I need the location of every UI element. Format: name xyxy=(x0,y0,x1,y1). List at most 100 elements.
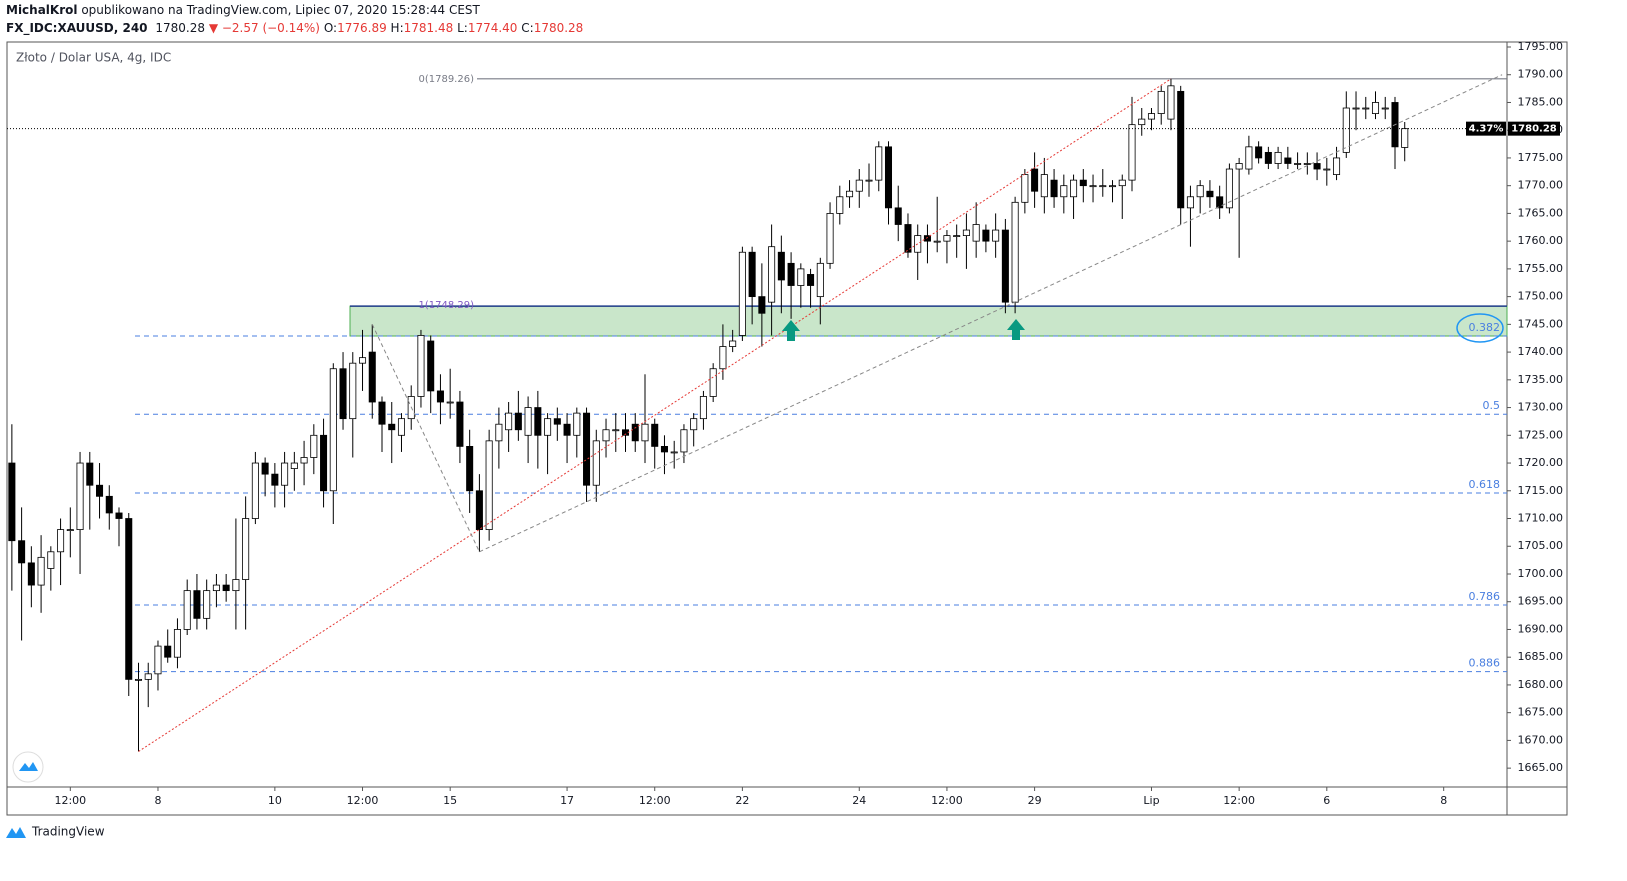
y-tick-label: 1790.00 xyxy=(1518,68,1564,81)
candle-body xyxy=(962,229,970,237)
candle-body xyxy=(699,396,707,420)
x-tick-label: 6 xyxy=(1323,794,1330,807)
candle-body xyxy=(1109,185,1117,188)
candle-body xyxy=(271,473,279,486)
candle-body xyxy=(1167,85,1175,120)
y-tick-label: 1730.00 xyxy=(1518,401,1564,414)
symbol: FX_IDC:XAUUSD, 240 xyxy=(6,21,148,36)
candle-body xyxy=(320,434,328,492)
y-tick-label: 1795.00 xyxy=(1518,40,1564,53)
x-tick-label: 12:00 xyxy=(347,794,379,807)
candle-body xyxy=(602,429,610,442)
chart-title: Złoto / Dolar USA, 4g, IDC xyxy=(16,51,171,65)
candle-body xyxy=(1138,118,1146,126)
candle-body xyxy=(514,412,522,431)
x-tick-label: 17 xyxy=(560,794,574,807)
price-tag: 1780.28 xyxy=(1511,124,1557,135)
candle-body xyxy=(349,362,357,420)
level-label: 0.382 xyxy=(1469,321,1501,334)
candle-body xyxy=(1070,179,1078,198)
y-tick-label: 1750.00 xyxy=(1518,290,1564,303)
candle-body xyxy=(1362,107,1370,110)
y-tick-label: 1745.00 xyxy=(1518,317,1564,330)
candle-body xyxy=(436,390,444,403)
candle-body xyxy=(904,224,912,253)
candle-body xyxy=(992,229,1000,242)
legend-key: H: xyxy=(391,21,404,35)
candle-body xyxy=(1147,113,1155,120)
level-label: 0.5 xyxy=(1483,399,1501,412)
legend-key: C: xyxy=(521,21,533,35)
candle-body xyxy=(1381,107,1389,110)
candle-body xyxy=(563,423,571,436)
candle-body xyxy=(47,551,55,569)
y-tick-label: 1695.00 xyxy=(1518,595,1564,608)
candle-body xyxy=(1255,146,1263,159)
candle-body xyxy=(670,451,678,454)
y-tick-label: 1755.00 xyxy=(1518,262,1564,275)
candle-body xyxy=(1225,168,1233,209)
level-label: 0.886 xyxy=(1469,657,1501,670)
arrow xyxy=(782,320,800,341)
footer-brand: TradingView xyxy=(31,825,105,839)
candle-body xyxy=(807,274,815,286)
x-tick-label: 10 xyxy=(268,794,282,807)
change-tag: 4.37% xyxy=(1469,124,1504,135)
candle-body xyxy=(37,556,45,586)
candle-body xyxy=(125,518,133,680)
candle-body xyxy=(690,418,698,431)
candle-body xyxy=(76,462,84,531)
x-tick-label: 15 xyxy=(443,794,457,807)
y-tick-label: 1705.00 xyxy=(1518,539,1564,552)
legend-value: 1781.48 xyxy=(404,21,454,35)
x-tick-label: 12:00 xyxy=(54,794,86,807)
candle-body xyxy=(8,462,16,542)
candle-body xyxy=(1274,151,1282,164)
candle-body xyxy=(242,518,250,580)
candle-body xyxy=(251,462,259,519)
candle-body xyxy=(592,440,600,486)
candle-body xyxy=(553,418,561,425)
candle-body xyxy=(1031,168,1039,192)
candle-body xyxy=(524,407,532,436)
candle-body xyxy=(797,268,805,286)
candle-body xyxy=(203,590,211,619)
candle-body xyxy=(826,213,834,264)
candle-body xyxy=(1128,124,1136,181)
candle-body xyxy=(173,629,181,658)
candle-body xyxy=(875,146,883,181)
arrows xyxy=(782,319,1025,341)
highlight-ellipse xyxy=(1456,313,1504,343)
candle-body xyxy=(456,401,464,447)
candle-body xyxy=(300,457,308,464)
candle-body xyxy=(1118,179,1126,187)
logo-mark xyxy=(19,762,38,771)
candle-body xyxy=(1342,107,1350,153)
level-label: 0.786 xyxy=(1469,590,1501,603)
candle-body xyxy=(953,235,961,238)
x-tick-label: 8 xyxy=(1440,794,1447,807)
candle-body xyxy=(18,540,26,564)
trendline xyxy=(138,78,1172,752)
x-tick-label: Lip xyxy=(1143,794,1159,807)
candle-body xyxy=(884,146,893,209)
candle-body xyxy=(768,246,776,303)
candle-body xyxy=(397,418,405,436)
candle-body xyxy=(417,335,425,397)
symbol-line: FX_IDC:XAUUSD, 240 1780.28 ▼ −2.57 (−0.1… xyxy=(6,21,583,36)
candle-body xyxy=(495,423,503,442)
candle-body xyxy=(855,179,863,192)
y-tick-label: 1775.00 xyxy=(1518,151,1564,164)
candle-body xyxy=(729,340,737,347)
frame xyxy=(6,41,1568,816)
candle-body xyxy=(86,462,94,486)
candle-body xyxy=(1040,174,1048,198)
candle-body xyxy=(972,224,980,242)
candle-body xyxy=(943,235,951,242)
candle-body xyxy=(1050,179,1058,198)
y-tick-label: 1765.00 xyxy=(1518,206,1564,219)
candle-body xyxy=(1333,157,1341,175)
header-line: MichalKrol opublikowano na TradingView.c… xyxy=(6,3,481,17)
footer-logo xyxy=(6,827,26,838)
